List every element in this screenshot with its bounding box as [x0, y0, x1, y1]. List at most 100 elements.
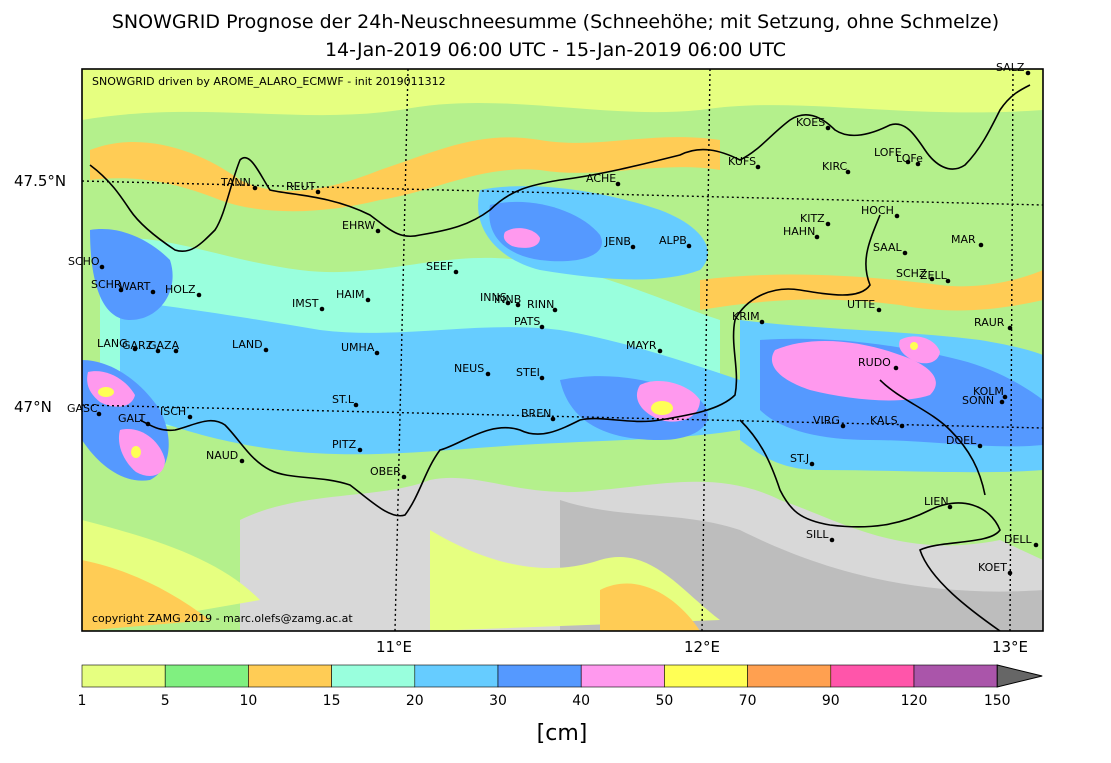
lon-label: 12°E — [683, 638, 721, 656]
station-marker — [893, 365, 899, 371]
station-label: ACHE — [586, 172, 616, 185]
station-label: KOES — [796, 116, 825, 129]
colorbar-tick-label: 1 — [77, 693, 87, 709]
station-label: KOET — [978, 561, 1007, 574]
station-marker — [374, 350, 380, 356]
colorbar-segment — [747, 664, 832, 688]
station-label: DOEL — [946, 434, 977, 447]
station-label: WART — [119, 280, 151, 293]
station-label: SCHZ — [896, 267, 927, 280]
colorbar-tick-label: 5 — [160, 693, 170, 709]
station-marker — [615, 181, 621, 187]
colorbar-segment — [830, 664, 915, 688]
station-marker — [550, 416, 556, 422]
station-label: GASC — [67, 402, 98, 415]
station-marker — [1025, 70, 1031, 76]
station-marker — [155, 348, 161, 354]
station-label: KITZ — [800, 212, 825, 225]
station-label: KALS — [870, 414, 898, 427]
station-label: HOCH — [861, 204, 894, 217]
station-label: UTTE — [847, 298, 875, 311]
map-field — [82, 69, 1043, 631]
station-label: STEI — [516, 366, 540, 379]
station-label: LANG — [97, 337, 128, 350]
map-title-line2: 14-Jan-2019 06:00 UTC - 15-Jan-2019 06:0… — [324, 39, 787, 61]
station-label: SILL — [806, 528, 829, 541]
station-label: INNB — [494, 293, 521, 306]
station-label: ALPB — [659, 234, 687, 247]
station-marker — [894, 213, 900, 219]
station-label: SEEF — [426, 260, 453, 273]
station-marker — [375, 228, 381, 234]
station-marker — [552, 307, 558, 313]
colorbar-tick-label: 150 — [983, 693, 1011, 709]
station-label: PATS — [514, 315, 540, 328]
station-marker — [905, 159, 911, 165]
station-marker — [319, 306, 325, 312]
station-marker — [915, 161, 921, 167]
lon-label: 13°E — [991, 638, 1029, 656]
station-marker — [505, 300, 511, 306]
station-marker — [945, 278, 951, 284]
station-marker — [365, 297, 371, 303]
colorbar-segment — [331, 664, 416, 688]
station-label: DELL — [1004, 533, 1033, 546]
colorbar-segment — [664, 664, 748, 688]
station-label: LIEN — [924, 495, 949, 508]
station-label: ISCH — [160, 405, 186, 418]
station-marker — [173, 348, 179, 354]
station-marker — [902, 250, 908, 256]
station-label: BREN — [521, 407, 551, 420]
station-marker — [485, 371, 491, 377]
station-label: SONN — [962, 394, 994, 407]
station-label: LOFe — [896, 152, 923, 165]
station-marker — [263, 347, 269, 353]
station-label: SCHO — [68, 255, 100, 268]
station-marker — [947, 504, 953, 510]
station-label: HAIM — [336, 288, 365, 301]
station-marker — [809, 461, 815, 467]
colorbar-tick-label: 40 — [572, 693, 591, 709]
station-marker — [825, 125, 831, 131]
station-label: RUDO — [858, 356, 891, 369]
colorbar-tick-label: 10 — [239, 693, 258, 709]
station-marker — [353, 402, 359, 408]
station-marker — [978, 242, 984, 248]
station-label: GALT — [118, 412, 146, 425]
station-label: SAAL — [873, 241, 903, 254]
station-label: UMHA — [341, 341, 375, 354]
station-marker — [899, 423, 905, 429]
station-marker — [977, 443, 983, 449]
station-marker — [999, 399, 1005, 405]
colorbar-extend-arrow — [996, 664, 1043, 688]
colorbar-tick-label: 15 — [322, 693, 341, 709]
station-marker — [539, 375, 545, 381]
station-marker — [1007, 325, 1013, 331]
station-label: EHRW — [342, 219, 375, 232]
colorbar-tick-label: 90 — [821, 693, 840, 709]
station-marker — [118, 287, 124, 293]
station-marker — [132, 346, 138, 352]
station-label: REUT — [286, 180, 316, 193]
colorbar-tick-label: 120 — [900, 693, 928, 709]
map-note-bottom: copyright ZAMG 2019 - marc.olefs@zamg.ac… — [92, 612, 353, 625]
station-marker — [686, 243, 692, 249]
station-marker — [845, 169, 851, 175]
station-marker — [401, 474, 407, 480]
station-marker — [1002, 394, 1008, 400]
station-label: KRIM — [732, 310, 760, 323]
map-note-top: SNOWGRID driven by AROME_ALARO_ECMWF - i… — [92, 75, 446, 88]
station-marker — [99, 264, 105, 270]
lon-label: 11°E — [375, 638, 413, 656]
station-label: KUFS — [728, 155, 756, 168]
colorbar-segment — [497, 664, 582, 688]
station-marker — [252, 185, 258, 191]
station-label: TANN — [220, 176, 251, 189]
station-label: PITZ — [332, 438, 357, 451]
station-label: RINN — [527, 298, 554, 311]
station-label: HAHN — [783, 225, 815, 238]
colorbar-segment — [81, 664, 166, 688]
colorbar — [81, 664, 1043, 688]
station-marker — [829, 537, 835, 543]
